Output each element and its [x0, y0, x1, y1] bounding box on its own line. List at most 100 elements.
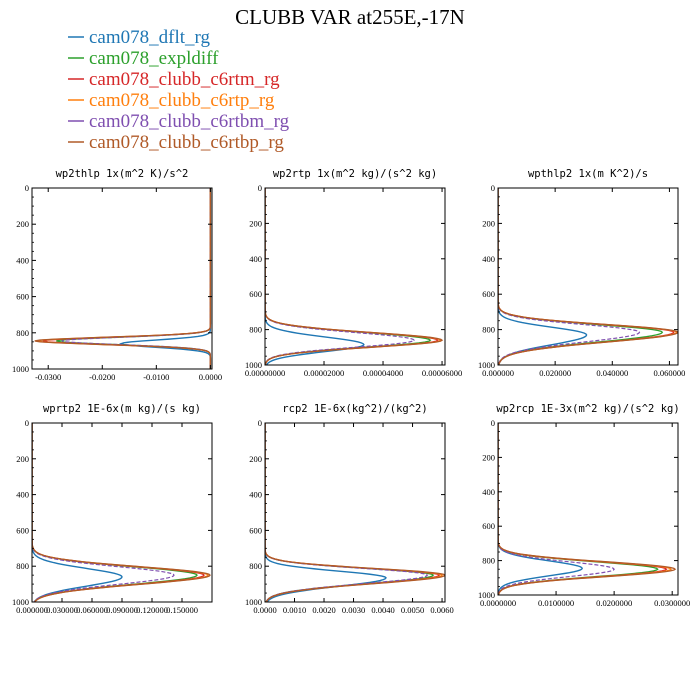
y-tick-label: 1000 [478, 590, 495, 600]
legend-entry: cam078_expldiff [89, 48, 219, 69]
x-tick-label: 0.0010 [283, 605, 306, 615]
x-tick-label: 0.00000000 [245, 368, 285, 378]
y-tick-label: 0 [25, 418, 29, 428]
panel-title: wp2rcp 1E-3x(m^2 kg)/(s^2 kg) [496, 403, 679, 415]
x-tick-label: 0.0100000 [538, 598, 574, 608]
y-tick-label: 600 [482, 521, 495, 531]
y-tick-label: 0 [258, 418, 262, 428]
legend-entry: cam078_dflt_rg [89, 27, 211, 48]
series-line-cam078_clubb_c6rtbm_rg [498, 423, 615, 595]
x-tick-label: 0.0060 [430, 605, 453, 615]
panel-title: wpthlp2 1x(m K^2)/s [528, 168, 648, 180]
panel-title: wprtp2 1E-6x(m kg)/(s kg) [43, 403, 201, 415]
x-tick-label: -0.0200 [89, 372, 115, 382]
series-line-cam078_dflt_rg [498, 423, 584, 595]
x-tick-label: 0.020000 [539, 368, 571, 378]
x-tick-label: 0.0000000 [480, 598, 516, 608]
x-tick-label: 0.00004000 [363, 368, 403, 378]
x-tick-label: 0.000000 [16, 605, 48, 615]
chart-panel-6: wp2rcp 1E-3x(m^2 kg)/(s^2 kg)0 200 400 600 8… [478, 403, 690, 608]
chart-panel-2: wp2rtp 1x(m^2 kg)/(s^2 kg) 0 200 400 600 800 1… [245, 168, 462, 378]
y-tick-label: 200 [16, 219, 29, 229]
series-line-cam078_clubb_c6rtbm_rg [265, 423, 429, 602]
x-tick-label: 0.060000 [653, 368, 685, 378]
legend-entry: cam078_clubb_c6rtm_rg [89, 69, 280, 90]
chart-panel-3: wpthlp2 1x(m K^2)/s 0 200 400 600 800 10000.00… [478, 168, 685, 378]
series-line-cam078_expldiff [32, 423, 198, 602]
panel-grid: wp2thlp 1x(m^2 K)/s^2 0 200 400 600 800 1000 -0… [12, 168, 690, 615]
series-line-cam078_clubb_c6rtbp_rg [265, 188, 444, 365]
series-line-cam078_dflt_rg [118, 188, 212, 369]
y-tick-label: 400 [482, 254, 495, 264]
y-tick-label: 0 [258, 183, 262, 193]
x-tick-label: -0.0300 [35, 372, 61, 382]
y-tick-label: 800 [482, 556, 495, 566]
y-tick-label: 0 [491, 418, 495, 428]
y-tick-label: 800 [482, 325, 495, 335]
x-tick-label: 0.040000 [596, 368, 628, 378]
x-tick-label: 0.0040 [371, 605, 394, 615]
y-tick-label: 1000 [12, 364, 29, 374]
series-group [265, 423, 445, 602]
y-tick-label: 1000 [245, 360, 262, 370]
plot-frame [264, 187, 446, 366]
y-tick-label: 0 [491, 183, 495, 193]
series-line-cam078_clubb_c6rtm_rg [265, 423, 441, 602]
y-tick-label: 800 [249, 561, 262, 571]
x-tick-label: 0.060000 [76, 605, 108, 615]
y-tick-label: 200 [482, 218, 495, 228]
x-tick-label: 0.00006000 [422, 368, 462, 378]
legend-entry: cam078_clubb_c6rtbp_rg [89, 132, 284, 153]
y-tick-label: 600 [249, 525, 262, 535]
series-line-cam078_dflt_rg [32, 423, 123, 602]
x-tick-label: 0.090000 [106, 605, 138, 615]
y-tick-label: 1000 [12, 597, 29, 607]
y-tick-label: 0 [25, 183, 29, 193]
series-group [34, 188, 212, 369]
x-tick-label: -0.0100 [143, 372, 169, 382]
y-tick-label: 600 [16, 525, 29, 535]
series-line-cam078_clubb_c6rtm_rg [32, 423, 205, 602]
y-tick-label: 800 [16, 328, 29, 338]
y-tick-label: 800 [16, 561, 29, 571]
series-line-cam078_expldiff [498, 423, 659, 595]
series-group [265, 188, 444, 365]
y-tick-label: 400 [482, 487, 495, 497]
series-line-cam078_expldiff [265, 188, 432, 365]
x-tick-label: 0.030000 [46, 605, 78, 615]
panel-title: wp2thlp 1x(m^2 K)/s^2 [56, 168, 189, 180]
y-tick-label: 200 [249, 454, 262, 464]
series-line-cam078_clubb_c6rtbp_rg [265, 423, 445, 602]
series-line-cam078_dflt_rg [265, 423, 387, 602]
panel-title: wp2rtp 1x(m^2 kg)/(s^2 kg) [273, 168, 437, 180]
y-tick-label: 400 [249, 254, 262, 264]
y-tick-label: 1000 [478, 360, 495, 370]
figure-title: CLUBB VAR at255E,-17N [235, 5, 465, 29]
x-tick-label: 0.0000 [253, 605, 276, 615]
y-tick-label: 200 [249, 218, 262, 228]
x-tick-label: 0.0030 [342, 605, 365, 615]
plot-frame [497, 422, 679, 596]
chart-panel-5: rcp2 1E-6x(kg^2)/(kg^2) 0 200 400 600 800 1000… [245, 403, 454, 615]
y-tick-label: 600 [249, 289, 262, 299]
chart-panel-1: wp2thlp 1x(m^2 K)/s^2 0 200 400 600 800 1000 -0… [12, 168, 222, 382]
series-line-cam078_dflt_rg [265, 188, 365, 365]
series-line-cam078_expldiff [498, 188, 664, 365]
legend-entry: cam078_clubb_c6rtp_rg [89, 90, 275, 111]
x-tick-label: 0.150000 [166, 605, 198, 615]
series-line-cam078_expldiff [265, 423, 435, 602]
y-tick-label: 400 [16, 490, 29, 500]
series-line-cam078_clubb_c6rtbp_rg [32, 423, 211, 602]
plot-frame [31, 422, 213, 603]
series-line-cam078_clubb_c6rtbp_rg [498, 188, 678, 365]
series-line-cam078_clubb_c6rtbm_rg [498, 188, 641, 365]
x-tick-label: 0.000000 [482, 368, 514, 378]
x-tick-label: 0.0020 [312, 605, 335, 615]
x-tick-label: 0.00002000 [304, 368, 344, 378]
series-line-cam078_clubb_c6rtbp_rg [34, 188, 212, 369]
series-line-cam078_clubb_c6rtbm_rg [265, 188, 415, 365]
series-group [498, 423, 677, 595]
series-line-cam078_clubb_c6rtp_rg [265, 188, 442, 365]
chart-panel-4: wprtp2 1E-6x(m kg)/(s kg) 0 200 400 600 800 10… [12, 403, 213, 615]
